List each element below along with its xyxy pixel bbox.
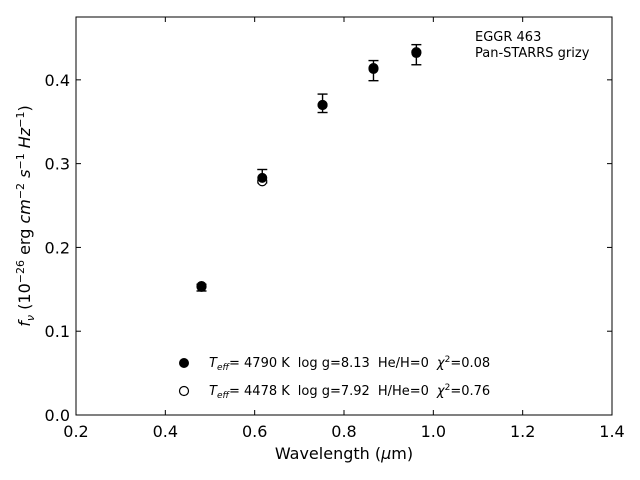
model-point-filled <box>196 280 207 291</box>
error-bars <box>196 43 422 292</box>
y-tick-label: 0.0 <box>45 406 70 425</box>
y-tick-label: 0.3 <box>45 155 70 174</box>
x-tick-label: 0.2 <box>63 422 88 441</box>
x-tick-label: 1.4 <box>599 422 624 441</box>
y-tick-label: 0.4 <box>45 71 70 90</box>
annotation-line-2: Pan-STARRS grizy <box>475 46 590 61</box>
x-tick-label: 0.4 <box>153 422 178 441</box>
data-points <box>196 47 422 292</box>
x-axis-ticks: 0.2 0.4 0.6 0.8 1.0 1.2 1.4 <box>63 17 625 441</box>
model-point-filled <box>411 48 422 59</box>
legend-marker-open <box>178 385 190 397</box>
model-point-filled <box>257 172 268 183</box>
x-axis-title: Wavelength (μm) <box>275 444 413 463</box>
y-axis-ticks: 0.0 0.1 0.2 0.3 0.4 <box>45 71 612 425</box>
x-tick-label: 1.2 <box>510 422 535 441</box>
annotation-line-1: EGGR 463 <box>475 30 541 45</box>
legend-marker-filled <box>179 358 189 368</box>
x-tick-label: 1.0 <box>421 422 446 441</box>
x-tick-label: 0.8 <box>331 422 356 441</box>
y-tick-label: 0.2 <box>45 238 70 257</box>
y-axis-title: fν (10−26 erg cm−2 s−1 Hz−1) <box>14 105 37 326</box>
y-tick-label: 0.1 <box>45 322 70 341</box>
x-tick-label: 0.6 <box>242 422 267 441</box>
model-point-filled <box>317 99 328 110</box>
model-point-filled <box>368 63 379 74</box>
